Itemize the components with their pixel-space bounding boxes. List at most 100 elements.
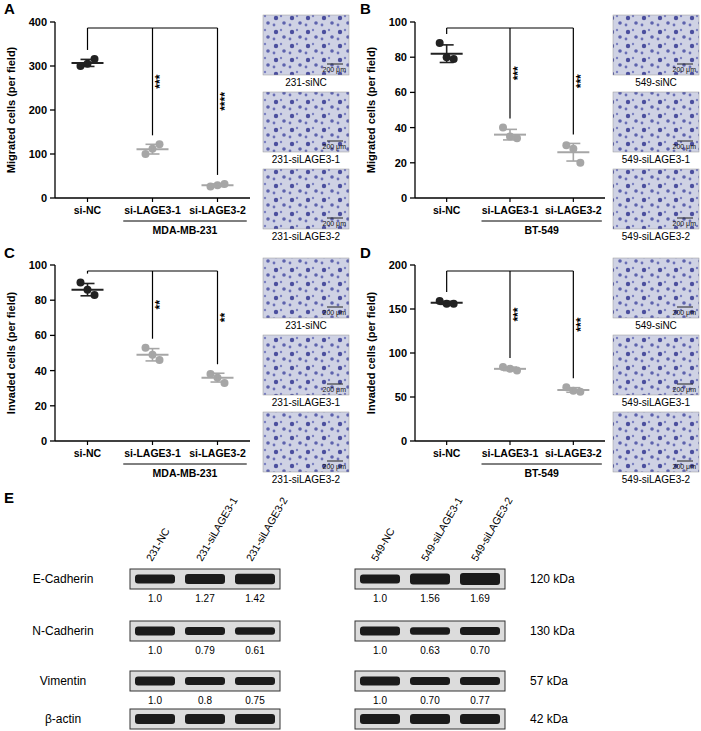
y-tick-label: 40 [395,122,407,134]
y-tick-label: 0 [401,435,407,447]
band [235,714,275,724]
data-point [91,291,99,299]
error-bar-cap [81,283,95,285]
error-bar [440,301,454,304]
data-point [77,279,85,287]
group-line [123,221,247,222]
error-bar-cap [503,366,517,368]
error-bar [503,367,517,371]
axis-title: Migrated cells (per field) [365,46,377,173]
error-bar-cap [81,295,95,297]
band [360,677,400,686]
band [185,677,225,685]
x-tick-label: si-NC [433,204,461,216]
x-tick-label: si-LAGE3-1 [482,204,539,216]
mean-line [202,184,234,186]
band-ratio: 0.77 [470,695,490,706]
group-label: BT-549 [524,467,559,479]
y-tick-label: 0 [41,435,47,447]
y-tick-label: 20 [395,157,407,169]
error-bar-stem [573,143,575,161]
x-tick-label: si-NC [74,204,102,216]
blot-strip [130,709,280,729]
band-ratio: 1.27 [195,593,215,604]
error-bar [566,143,580,161]
blot-strip [355,671,505,691]
band [410,627,450,635]
y-axis [414,22,415,198]
image-label: 231-siLAGE3-1 [272,397,341,408]
significance: *** [511,66,525,80]
error-bar-cap [211,183,225,185]
band [360,627,400,636]
protein-label: Vimentin [40,674,86,688]
blot-strip [355,569,505,589]
band-ratio: 0.8 [198,695,212,706]
y-tick [410,162,415,163]
micrograph [263,412,349,472]
band-ratio: 1.0 [148,593,162,604]
band-ratio: 0.63 [420,645,440,656]
axis-title: Invaded cells (per field) [365,292,377,415]
y-tick-label: 150 [389,303,407,315]
error-bar-cap [503,139,517,141]
x-tick [87,441,88,445]
panel-label: A [4,0,15,17]
error-bar-stem [152,144,154,154]
band-ratio: 0.70 [470,645,490,656]
band-ratio: 0.70 [420,695,440,706]
image-label: 549-siLAGE3-1 [622,154,691,165]
error-bar-cap [440,301,454,303]
y-tick [410,21,415,22]
bracket [87,271,88,274]
scale-bar [677,307,693,308]
scale-label: 200 μm [673,463,697,471]
y-tick-label: 200 [389,259,407,271]
y-tick [410,92,415,93]
group-line [482,221,602,222]
band [360,714,400,724]
image-label: 549-siNC [635,77,677,88]
error-bar-stem [217,373,219,382]
scale-label: 200 μm [323,66,347,74]
x-tick [152,198,153,202]
band [460,677,500,685]
error-bar-cap [211,372,225,374]
y-tick [50,153,55,154]
band [410,714,450,724]
y-tick [50,21,55,22]
data-point [142,344,150,352]
error-bar-cap [566,160,580,162]
scale-label: 200 μm [673,309,697,317]
lane-label: 231-NC [143,525,172,563]
lane-label: 549-siLAGE3-2 [468,495,514,563]
y-tick [410,197,415,198]
x-tick-label: si-LAGE3-2 [545,204,602,216]
band-ratio: 1.69 [470,593,490,604]
y-tick-label: 0 [401,192,407,204]
micrograph [263,92,349,152]
scale-label: 200 μm [673,386,697,394]
error-bar [146,144,160,154]
y-tick [410,57,415,58]
y-tick [410,440,415,441]
y-tick-label: 200 [29,104,47,116]
x-tick-label: si-LAGE3-1 [482,447,539,459]
error-bar [566,388,580,393]
lane-label: 231-siLAGE3-2 [243,495,289,563]
error-bar-cap [566,391,580,393]
micrograph [613,92,699,152]
scale-bar [327,64,343,65]
mean-line [431,302,463,304]
band-ratio: 1.0 [148,645,162,656]
band [410,677,450,685]
chart-panel: DInvaded cells (per field)050100150200si… [360,244,699,485]
group-label: BT-549 [524,224,559,236]
x-tick [509,441,510,445]
x-tick [573,198,574,202]
error-bar-cap [146,144,160,146]
group-line [123,464,247,465]
error-bar-stem [152,349,154,361]
micrograph [613,15,699,75]
figure: AMigrated cells (per field)0100200300400… [0,0,701,731]
